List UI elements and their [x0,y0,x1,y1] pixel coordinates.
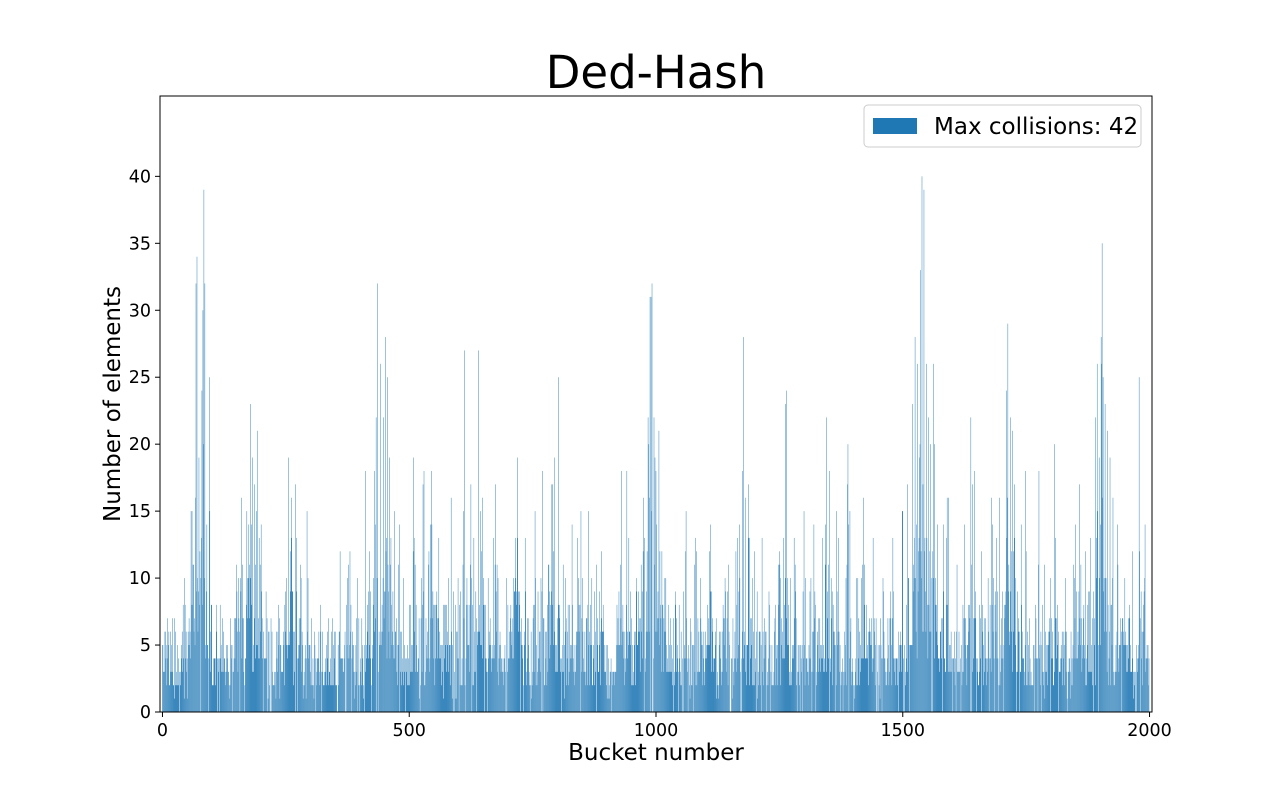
x-tick-label: 500 [393,721,426,741]
x-axis-label: Bucket number [568,740,744,766]
y-tick-label: 25 [129,368,151,388]
x-tick-label: 0 [157,721,168,741]
y-tick-label: 35 [129,234,151,254]
chart-title: Ded-Hash [546,46,767,99]
legend-swatch [873,118,917,134]
y-tick-label: 15 [129,502,151,522]
legend-box [863,104,1142,148]
legend-label: Max collisions: 42 [934,114,1138,140]
x-tick-label: 1000 [634,721,679,741]
y-axis-label: Number of elements [100,286,126,522]
y-tick-label: 20 [129,435,151,455]
x-tick-label: 1500 [880,721,925,741]
y-axis-ticks: 0 5 10 15 20 25 30 35 40 [129,167,160,723]
y-tick-label: 40 [129,167,151,187]
y-tick-label: 10 [129,569,151,589]
y-tick-label: 30 [129,301,151,321]
legend: Max collisions: 42 [863,104,1142,148]
x-tick-label: 2000 [1127,721,1172,741]
y-tick-label: 5 [140,636,151,656]
y-tick-label: 0 [140,703,151,723]
x-axis-ticks: 0 500 1000 1500 2000 [157,712,1172,741]
bars [162,176,1150,713]
